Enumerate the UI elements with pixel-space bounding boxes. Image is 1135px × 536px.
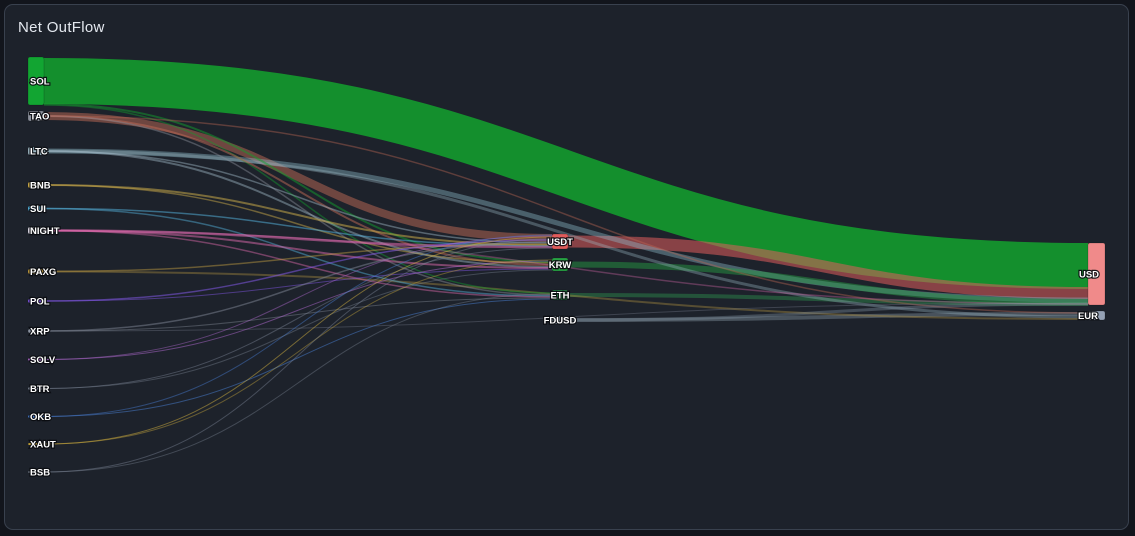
sankey-link-BTR-USDT[interactable] (43, 247, 553, 389)
sankey-link-KRW-USD[interactable] (567, 261, 1089, 305)
sankey-link-POL-KRW[interactable] (43, 268, 553, 302)
sankey-link-SOLV-KRW[interactable] (43, 260, 553, 360)
sankey-link-LTC-KRW[interactable] (43, 150, 553, 268)
sankey-link-XRP-USDT[interactable] (43, 241, 553, 332)
sankey-link-SOL-KRW[interactable] (43, 103, 553, 263)
sankey-link-XAUT-USDT[interactable] (43, 236, 553, 445)
sankey-node-FDUSD[interactable] (551, 315, 569, 325)
sankey-link-LTC-USDT[interactable] (43, 150, 553, 244)
sankey-link-BSB-USDT[interactable] (43, 238, 553, 473)
sankey-link-POL-USDT[interactable] (43, 239, 553, 302)
sankey-node-EUR[interactable] (1087, 310, 1106, 321)
sankey-link-USDT-USD[interactable] (567, 235, 1089, 299)
sankey-link-BSB-ETH[interactable] (43, 293, 553, 473)
sankey-link-FDUSD-USD[interactable] (567, 302, 1089, 322)
sankey-node-SOL[interactable] (27, 56, 45, 106)
sankey-link-XRP-ETH[interactable] (43, 297, 553, 332)
sankey-node-USD[interactable] (1087, 242, 1106, 306)
sankey-link-NIGHT-USDT[interactable] (43, 229, 553, 249)
sankey-node-POL[interactable] (27, 298, 45, 304)
sankey-node-BTR[interactable] (27, 386, 45, 391)
sankey-link-PAXG-USDT[interactable] (43, 243, 553, 273)
sankey-link-SUI-ETH[interactable] (43, 207, 553, 297)
sankey-link-OKB-ETH[interactable] (43, 298, 553, 417)
sankey-link-TAO-EUR[interactable] (43, 115, 1089, 314)
sankey-link-SUI-USDT[interactable] (43, 207, 553, 247)
sankey-link-FDUSD-EUR[interactable] (567, 312, 1089, 322)
sankey-link-BTR-KRW[interactable] (43, 269, 553, 389)
sankey-node-KRW[interactable] (551, 257, 569, 272)
sankey-node-LTC[interactable] (27, 146, 45, 156)
sankey-link-XAUT-KRW[interactable] (43, 259, 553, 445)
sankey-node-SOLV[interactable] (27, 357, 45, 362)
sankey-node-XAUT[interactable] (27, 442, 45, 446)
sankey-node-USDT[interactable] (551, 233, 569, 250)
sankey-node-XRP[interactable] (27, 328, 45, 334)
chart-title: Net OutFlow (18, 19, 105, 36)
sankey-link-SOL-USD[interactable] (43, 58, 1089, 289)
sankey-node-OKB[interactable] (27, 414, 45, 419)
sankey-links-layer (43, 58, 1089, 473)
sankey-node-PAXG[interactable] (27, 268, 45, 275)
sankey-node-TAO[interactable] (27, 110, 45, 122)
sankey-node-NIGHT[interactable] (27, 226, 45, 235)
sankey-node-BNB[interactable] (27, 181, 45, 189)
sankey-link-ETH-USD[interactable] (567, 293, 1089, 306)
sankey-link-TAO-USDT[interactable] (43, 112, 553, 242)
sankey-node-SUI[interactable] (27, 205, 45, 212)
sankey-link-TAO-KRW[interactable] (43, 115, 553, 266)
sankey-link-BNB-USDT[interactable] (43, 184, 553, 246)
sankey-node-BSB[interactable] (27, 470, 45, 474)
sankey-link-OKB-USDT[interactable] (43, 234, 553, 417)
sankey-link-SOL-ETH[interactable] (43, 104, 553, 294)
sankey-link-TAO-ETH[interactable] (43, 115, 553, 296)
sankey-node-ETH[interactable] (551, 289, 569, 301)
sankey-link-BNB-KRW[interactable] (43, 184, 553, 264)
sankey-nodes-layer (27, 56, 1106, 474)
sankey-link-NIGHT-ETH[interactable] (43, 229, 553, 298)
sankey-link-SOLV-USDT[interactable] (43, 235, 553, 360)
